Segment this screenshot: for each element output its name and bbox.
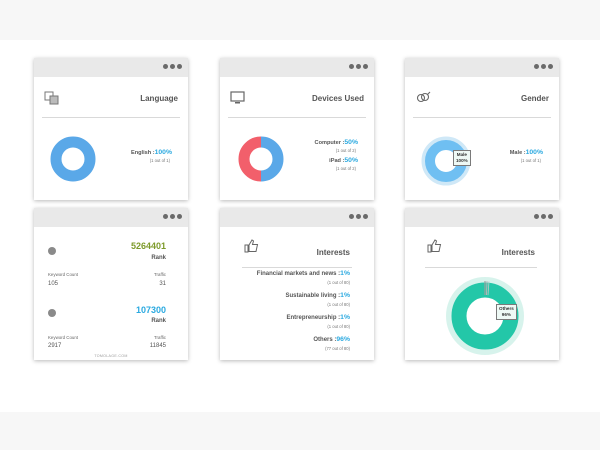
bottom-band: [0, 412, 600, 450]
devices-donut: [238, 136, 284, 182]
window-menu-dots[interactable]: [534, 214, 553, 219]
card-header: Devices Used: [228, 77, 366, 118]
keyword-count-header: Keyword Count: [48, 272, 79, 277]
top-band: [0, 0, 600, 40]
window-bar: [220, 208, 374, 227]
card-title: Language: [140, 94, 178, 103]
card-title: Devices Used: [311, 94, 364, 103]
dot-icon: [349, 214, 354, 219]
dot-icon: [534, 64, 539, 69]
language-donut: [50, 136, 96, 182]
dot-icon: [548, 64, 553, 69]
dot-icon: [541, 64, 546, 69]
traffic-header: Traffic: [154, 335, 166, 340]
interests-tooltip: Others 96%: [496, 304, 517, 320]
gender-item-label: Male :100%: [509, 149, 543, 156]
window-bar: [34, 208, 188, 227]
interest-item-label: Entrepreneurship :1%: [286, 314, 350, 321]
dot-icon: [163, 214, 168, 219]
gender-icon: [416, 91, 431, 103]
card-title: Interests: [316, 248, 350, 257]
rank-value: 107300: [135, 305, 166, 315]
gender-card: Gender Male 100% Male :100% (1 out of 1): [405, 58, 559, 200]
dot-icon: [363, 214, 368, 219]
window-menu-dots[interactable]: [349, 214, 368, 219]
dot-icon: [170, 214, 175, 219]
interest-item-label: Financial markets and news :1%: [256, 270, 350, 277]
thumbs-up-icon: [244, 239, 259, 253]
language-item-label: English :100%: [130, 149, 172, 156]
card-title: Gender: [520, 94, 549, 103]
dot-icon: [534, 214, 539, 219]
dot-icon: [363, 64, 368, 69]
window-menu-dots[interactable]: [534, 64, 553, 69]
dot-icon: [356, 64, 361, 69]
dot-icon: [177, 214, 182, 219]
keyword-count-value: 105: [48, 281, 59, 287]
traffic-value: 11845: [149, 343, 166, 349]
devices-item-count: (1 out of 2): [335, 166, 356, 171]
thumbs-up-icon: [427, 239, 442, 253]
window-menu-dots[interactable]: [163, 214, 182, 219]
monitor-icon: [230, 91, 245, 104]
dot-icon: [356, 214, 361, 219]
card-header: Gender: [413, 77, 551, 118]
card-header: Interests: [425, 227, 537, 268]
interest-item-count: (1 out of 80): [327, 324, 350, 329]
card-header: Language: [42, 77, 180, 118]
devices-item-count: (1 out of 2): [335, 148, 356, 153]
gender-tooltip: Male 100%: [453, 150, 471, 166]
rank-card: 5264401 Rank Keyword Count Traffic 105 3…: [34, 208, 188, 360]
devices-item-label: iPad :50%: [329, 157, 358, 164]
dot-icon: [163, 64, 168, 69]
dot-icon: [170, 64, 175, 69]
site-footer: TOMOLAGE.COM: [94, 354, 128, 358]
keyword-count-header: Keyword Count: [48, 335, 79, 340]
gender-item-count: (1 out of 1): [520, 158, 541, 163]
globe-icon: [48, 309, 56, 317]
interest-item-count: (77 out of 80): [325, 346, 350, 351]
rank-label: Rank: [151, 255, 166, 261]
dot-icon: [349, 64, 354, 69]
rank-value: 5264401: [130, 241, 166, 251]
translate-icon: [44, 91, 59, 105]
dot-icon: [541, 214, 546, 219]
interest-item-label: Others :96%: [313, 336, 350, 343]
window-bar: [34, 58, 188, 77]
rank-label: Rank: [151, 318, 166, 324]
devices-item-label: Computer :50%: [314, 139, 358, 146]
globe-icon: [48, 247, 56, 255]
interest-item-count: (1 out of 80): [327, 302, 350, 307]
window-menu-dots[interactable]: [163, 64, 182, 69]
interests-chart-card: Interests Others 96%: [405, 208, 559, 360]
window-bar: [405, 208, 559, 227]
interest-item-label: Sustainable living :1%: [285, 292, 350, 299]
keyword-count-value: 2917: [48, 343, 62, 349]
interest-item-count: (1 out of 80): [327, 280, 350, 285]
window-menu-dots[interactable]: [349, 64, 368, 69]
traffic-value: 31: [159, 281, 166, 287]
dot-icon: [548, 214, 553, 219]
devices-card: Devices Used Computer :50% (1 out of 2) …: [220, 58, 374, 200]
card-header: Interests: [242, 227, 352, 268]
traffic-header: Traffic: [154, 272, 166, 277]
window-bar: [405, 58, 559, 77]
language-card: Language English :100% (1 out of 1): [34, 58, 188, 200]
card-title: Interests: [501, 248, 535, 257]
interests-list-card: Interests Financial markets and news :1%…: [220, 208, 374, 360]
window-bar: [220, 58, 374, 77]
language-item-count: (1 out of 1): [149, 158, 170, 163]
dot-icon: [177, 64, 182, 69]
